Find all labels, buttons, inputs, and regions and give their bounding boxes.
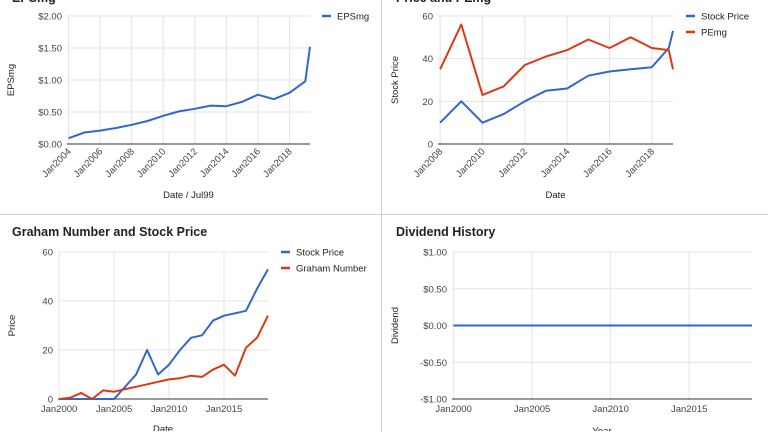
y-tick-label: 0 [48, 395, 53, 406]
chart-panel-dividend: Dividend History -$1.00 -$0.50 $0.00 $0.50 $1… [384, 216, 767, 431]
series-line-stock-price [439, 30, 674, 124]
x-tick-label: Jan2016 [581, 146, 615, 180]
x-axis-label: Year [592, 426, 611, 431]
y-tick-label: $0.00 [423, 321, 447, 332]
x-tick-label: Jan2000 [41, 404, 77, 415]
legend-label: Stock Price [296, 248, 344, 259]
chart-panel-epsmg: EPSmg$0.00$0.50$1.00$1.50$2.00Jan2004Jan… [0, 0, 383, 215]
x-tick-label: Jan2008 [103, 146, 137, 180]
x-tick-label: Jan2010 [592, 404, 628, 415]
x-tick-label: Jan2014 [539, 146, 573, 180]
y-tick-label: $1.00 [423, 248, 447, 259]
x-tick-label: Jan2010 [454, 146, 488, 180]
x-tick-label: Jan2015 [671, 404, 707, 415]
epsmg-chart: EPSmg$0.00$0.50$1.00$1.50$2.00Jan2004Jan… [6, 0, 369, 201]
y-axis-label: Stock Price [390, 56, 401, 104]
series-line-graham-number [58, 315, 269, 400]
series-line-pemg [439, 23, 674, 96]
x-axis-label: Date [153, 424, 173, 431]
y-tick-label: 60 [42, 248, 53, 259]
chart-title: EPSmg [12, 0, 56, 5]
legend-label: PEmg [701, 28, 727, 39]
y-axis-label: EPSmg [6, 64, 17, 96]
y-axis-label: Price [7, 315, 18, 337]
x-tick-label: Jan2004 [40, 146, 74, 180]
x-axis-label: Date [545, 190, 565, 201]
chart-panel-graham: Graham Number and Stock Price 0 20 40 60 Jan2… [0, 216, 383, 431]
y-tick-label: 40 [422, 54, 433, 65]
x-tick-label: Jan2015 [206, 404, 242, 415]
price-pemg-chart: Price and PEmg0204060Jan2008Jan2010Jan20… [390, 0, 749, 201]
x-tick-label: Jan2005 [96, 404, 132, 415]
y-tick-label: -$0.50 [420, 358, 447, 369]
y-tick-label: $1.50 [38, 44, 62, 55]
y-tick-label: 20 [422, 97, 433, 108]
series-line-stock-price [59, 268, 269, 400]
y-tick-label: $0.00 [38, 140, 62, 151]
x-tick-label: Jan2018 [261, 146, 295, 180]
graham-chart: Graham Number and Stock Price 0 20 40 60 Jan2… [7, 225, 367, 431]
chart-title: Price and PEmg [396, 0, 491, 5]
chart-title: Dividend History [396, 225, 495, 239]
x-tick-label: Jan2012 [496, 146, 530, 180]
x-tick-label: Jan2010 [135, 146, 169, 180]
horizontal-divider [0, 214, 768, 215]
legend-label: EPSmg [337, 12, 369, 23]
dividend-chart: Dividend History -$1.00 -$0.50 $0.00 $0.50 $1… [390, 225, 752, 431]
x-tick-label: Jan2010 [151, 404, 187, 415]
x-axis-label: Date / Jul99 [163, 190, 214, 201]
y-tick-label: -$1.00 [420, 395, 447, 406]
legend-label: Stock Price [701, 12, 749, 23]
y-tick-label: $1.00 [38, 76, 62, 87]
x-tick-label: Jan2018 [623, 146, 657, 180]
x-tick-label: Jan2016 [229, 146, 263, 180]
vertical-divider [381, 0, 382, 432]
x-tick-label: Jan2000 [435, 404, 471, 415]
y-tick-label: 0 [428, 140, 433, 151]
x-tick-label: Jan2012 [166, 146, 200, 180]
x-tick-label: Jan2008 [412, 146, 446, 180]
y-tick-label: $0.50 [423, 284, 447, 295]
x-tick-label: Jan2006 [72, 146, 106, 180]
y-tick-label: $0.50 [38, 108, 62, 119]
chart-title: Graham Number and Stock Price [12, 225, 207, 239]
y-axis-label: Dividend [390, 307, 401, 344]
y-tick-label: $2.00 [38, 12, 62, 23]
x-tick-label: Jan2014 [198, 146, 232, 180]
series-line-epsmg [68, 46, 311, 140]
y-tick-label: 40 [42, 297, 53, 308]
x-tick-label: Jan2005 [514, 404, 550, 415]
legend-label: Graham Number [296, 264, 367, 275]
y-tick-label: 20 [42, 346, 53, 357]
chart-panel-price-pemg: Price and PEmg0204060Jan2008Jan2010Jan20… [384, 0, 767, 215]
y-tick-label: 60 [422, 12, 433, 23]
